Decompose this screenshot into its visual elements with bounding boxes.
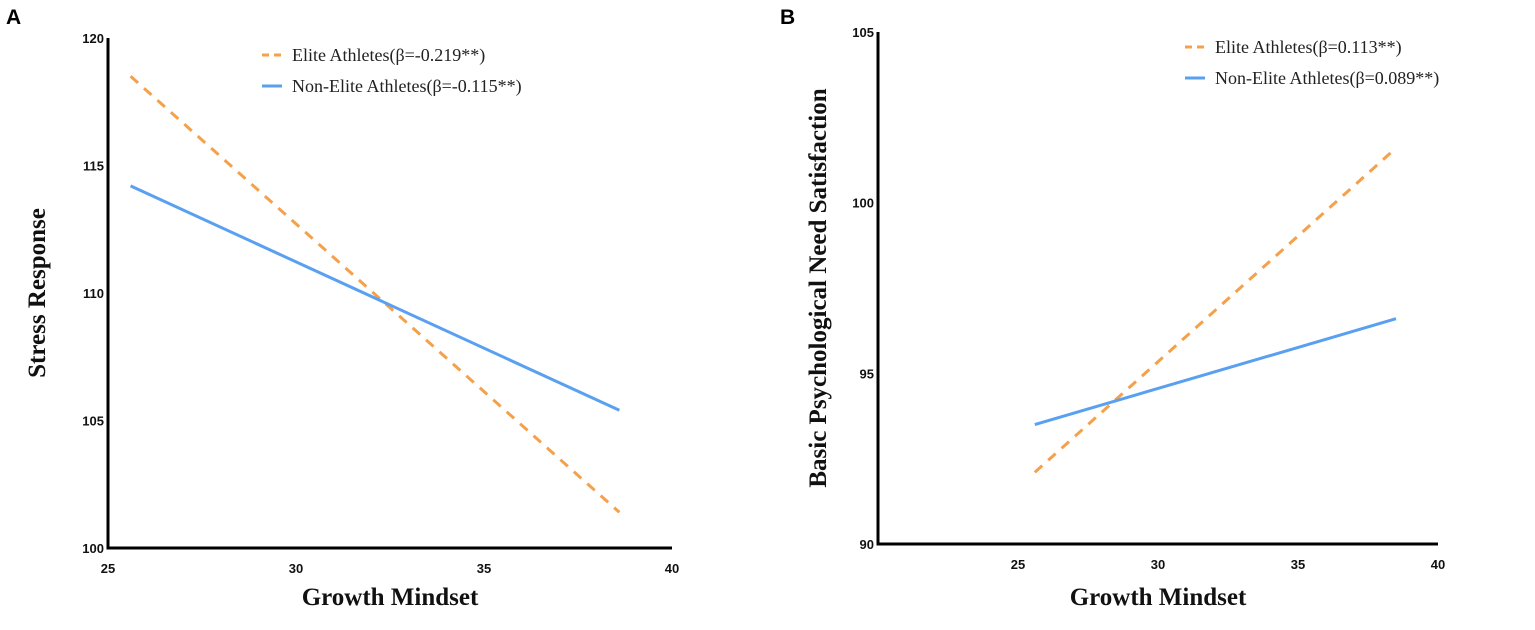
legend-label: Elite Athletes(β=0.113**) [1215, 37, 1402, 58]
series-line-elite [129, 75, 621, 514]
series-line-non-elite [129, 184, 620, 412]
y-tick-label: 105 [852, 25, 874, 40]
y-axis-title: Stress Response [24, 208, 51, 378]
y-tick-label: 100 [852, 196, 874, 211]
x-axis-title: Growth Mindset [302, 584, 479, 611]
x-tick-label: 40 [665, 561, 679, 576]
x-tick-label: 25 [101, 561, 115, 576]
x-tick-label: 30 [289, 561, 303, 576]
y-tick-label: 120 [82, 31, 104, 46]
x-tick-label: 35 [1291, 557, 1305, 572]
panel-label: B [780, 6, 795, 29]
y-tick-label: 95 [860, 366, 874, 381]
y-tick-label: 115 [83, 159, 104, 174]
series-line-elite [1033, 146, 1398, 474]
y-axis-title: Basic Psychological Need Satisfaction [805, 88, 832, 487]
legend-label: Elite Athletes(β=-0.219**) [292, 45, 485, 66]
legend-label: Non-Elite Athletes(β=-0.115**) [292, 76, 522, 97]
chart-panel-a: A 100 105 110 115 120 25 30 35 40 Growth Mindset St… [6, 6, 679, 611]
y-tick-label: 90 [860, 537, 874, 552]
x-tick-label: 35 [477, 561, 491, 576]
y-tick-label: 100 [82, 541, 104, 556]
x-tick-label: 25 [1011, 557, 1025, 572]
x-axis-title: Growth Mindset [1070, 584, 1247, 611]
panel-label: A [6, 6, 21, 29]
chart-panel-b: B 90 95 100 105 25 30 35 40 Growth Mindset Basic P… [780, 6, 1445, 611]
x-tick-label: 30 [1151, 557, 1165, 572]
x-tick-label: 40 [1431, 557, 1445, 572]
y-tick-label: 110 [83, 286, 104, 301]
legend-label: Non-Elite Athletes(β=0.089**) [1215, 68, 1439, 89]
series-line-non-elite [1034, 317, 1397, 426]
y-tick-label: 105 [82, 414, 104, 429]
